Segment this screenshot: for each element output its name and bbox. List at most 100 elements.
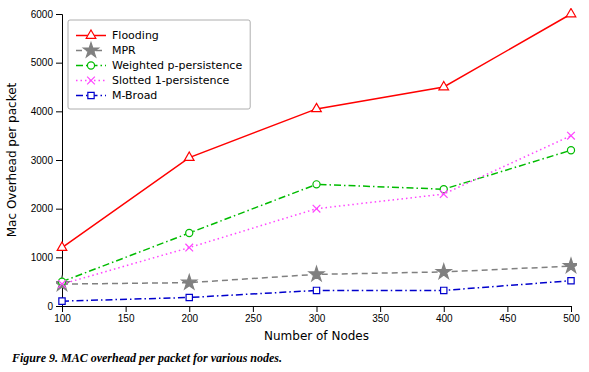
y-axis: 0 1000 2000 3000 4000 5000 6000 — [31, 9, 63, 312]
tick: 4000 — [31, 106, 62, 117]
tick-mark — [189, 306, 190, 312]
tick-mark — [56, 209, 62, 210]
legend-label: M-Broad — [112, 89, 157, 102]
series-point — [313, 181, 320, 188]
series-point — [56, 276, 70, 290]
tick-mark — [253, 306, 254, 312]
legend-label: Slotted 1-persistence — [112, 74, 229, 87]
legend-entry: MPR — [76, 43, 136, 58]
series-line — [62, 266, 571, 284]
series-line — [62, 14, 571, 248]
series-point — [313, 205, 321, 213]
plot: 1001502002503003504004505000100020003000… — [31, 8, 581, 324]
tick: 6000 — [31, 9, 62, 20]
tick-mark — [56, 257, 62, 258]
tick-mark — [56, 160, 62, 161]
tick-mark — [56, 111, 62, 112]
series-point — [436, 264, 451, 278]
series-line — [62, 150, 571, 281]
series-group — [56, 8, 577, 304]
legend-label: MPR — [112, 44, 136, 57]
tick-label: 200 — [181, 313, 198, 324]
tick-mark — [56, 63, 62, 64]
series-point — [441, 287, 447, 293]
series-point — [57, 242, 67, 250]
tick-mark — [56, 306, 62, 307]
tick-label: 500 — [563, 313, 580, 324]
legend-symbol — [83, 43, 98, 57]
tick-label: 400 — [436, 313, 453, 324]
tick-mark — [507, 306, 508, 312]
y-axis-title: Mac Overhead per packet — [5, 82, 19, 237]
chart: 1001502002503003504004505000100020003000… — [0, 0, 589, 372]
series-point — [184, 152, 194, 160]
tick: 400 — [436, 306, 453, 324]
series-point — [309, 266, 324, 280]
legend-entry: M-Broad — [76, 89, 157, 102]
series-point — [185, 244, 193, 252]
tick-mark — [126, 306, 127, 312]
legend: Flooding MPR Weighted p-persistence Slotted… — [68, 20, 250, 109]
axis-line — [56, 15, 63, 307]
series — [57, 8, 576, 250]
tick-label: 4000 — [31, 106, 54, 117]
series-point — [58, 280, 66, 288]
series-point — [439, 81, 449, 89]
tick-label: 350 — [372, 313, 389, 324]
tick-mark — [444, 306, 445, 312]
tick-label: 3000 — [31, 155, 54, 166]
series-point — [568, 278, 574, 284]
series-point — [186, 229, 193, 236]
tick-mark — [317, 306, 318, 312]
series-point — [182, 275, 197, 289]
tick: 450 — [500, 306, 517, 324]
x-axis: 100 150 200 250 300 350 400 450 500 — [54, 306, 580, 324]
tick: 250 — [245, 306, 262, 324]
tick-mark — [571, 306, 572, 312]
series-line — [62, 281, 571, 301]
tick: 5000 — [31, 57, 62, 68]
tick: 300 — [309, 306, 326, 324]
axis-line — [63, 307, 572, 313]
series-point — [567, 147, 574, 154]
tick-label: 300 — [309, 313, 326, 324]
tick-label: 5000 — [31, 57, 54, 68]
series-point — [312, 103, 322, 111]
series — [58, 147, 574, 286]
caption: Figure 9. MAC overhead per packet for va… — [11, 351, 282, 365]
series-point — [186, 294, 192, 300]
tick-label: 100 — [54, 313, 71, 324]
legend-symbol — [87, 62, 94, 69]
tick-label: 6000 — [31, 9, 54, 20]
tick: 350 — [372, 306, 389, 324]
series-point — [563, 258, 577, 272]
legend-box — [68, 20, 250, 109]
legend-entry: Slotted 1-persistence — [76, 74, 229, 87]
legend-label: Weighted p-persistence — [112, 59, 242, 72]
tick-label: 450 — [500, 313, 517, 324]
series — [59, 278, 574, 305]
tick: 500 — [563, 306, 580, 324]
legend-symbol — [88, 92, 94, 98]
tick-label: 2000 — [31, 203, 54, 214]
series — [58, 132, 575, 288]
legend-symbol — [86, 30, 96, 38]
series-point — [313, 287, 319, 293]
tick: 200 — [181, 306, 198, 324]
series-point — [59, 298, 65, 304]
tick: 1000 — [31, 252, 62, 263]
tick: 3000 — [31, 155, 62, 166]
legend-entry: Flooding — [76, 29, 159, 42]
tick-mark — [380, 306, 381, 312]
tick: 2000 — [31, 203, 62, 214]
tick-mark — [56, 14, 62, 15]
tick: 150 — [118, 306, 135, 324]
legend-entry: Weighted p-persistence — [76, 59, 242, 72]
tick-label: 150 — [118, 313, 135, 324]
x-axis-title: Number of Nodes — [264, 329, 369, 343]
legend-symbol — [87, 77, 95, 85]
series-point — [440, 190, 448, 198]
series-point — [567, 132, 575, 140]
legend-label: Flooding — [112, 29, 159, 42]
tick-label: 0 — [47, 301, 53, 312]
